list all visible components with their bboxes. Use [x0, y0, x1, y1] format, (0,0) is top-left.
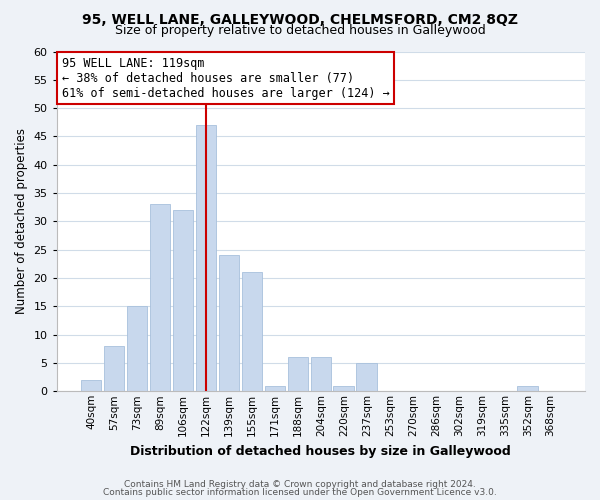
- Bar: [173, 210, 193, 392]
- Bar: [81, 380, 101, 392]
- Text: Contains HM Land Registry data © Crown copyright and database right 2024.: Contains HM Land Registry data © Crown c…: [124, 480, 476, 489]
- Bar: [242, 272, 262, 392]
- Y-axis label: Number of detached properties: Number of detached properties: [15, 128, 28, 314]
- Bar: [196, 125, 216, 392]
- Text: Contains public sector information licensed under the Open Government Licence v3: Contains public sector information licen…: [103, 488, 497, 497]
- Text: 95, WELL LANE, GALLEYWOOD, CHELMSFORD, CM2 8QZ: 95, WELL LANE, GALLEYWOOD, CHELMSFORD, C…: [82, 12, 518, 26]
- Bar: [356, 363, 377, 392]
- Bar: [334, 386, 354, 392]
- Bar: [265, 386, 285, 392]
- Bar: [311, 358, 331, 392]
- Bar: [127, 306, 148, 392]
- Bar: [287, 358, 308, 392]
- Bar: [218, 256, 239, 392]
- Bar: [517, 386, 538, 392]
- Bar: [149, 204, 170, 392]
- Bar: [104, 346, 124, 392]
- Text: Size of property relative to detached houses in Galleywood: Size of property relative to detached ho…: [115, 24, 485, 37]
- X-axis label: Distribution of detached houses by size in Galleywood: Distribution of detached houses by size …: [130, 444, 511, 458]
- Text: 95 WELL LANE: 119sqm
← 38% of detached houses are smaller (77)
61% of semi-detac: 95 WELL LANE: 119sqm ← 38% of detached h…: [62, 56, 390, 100]
